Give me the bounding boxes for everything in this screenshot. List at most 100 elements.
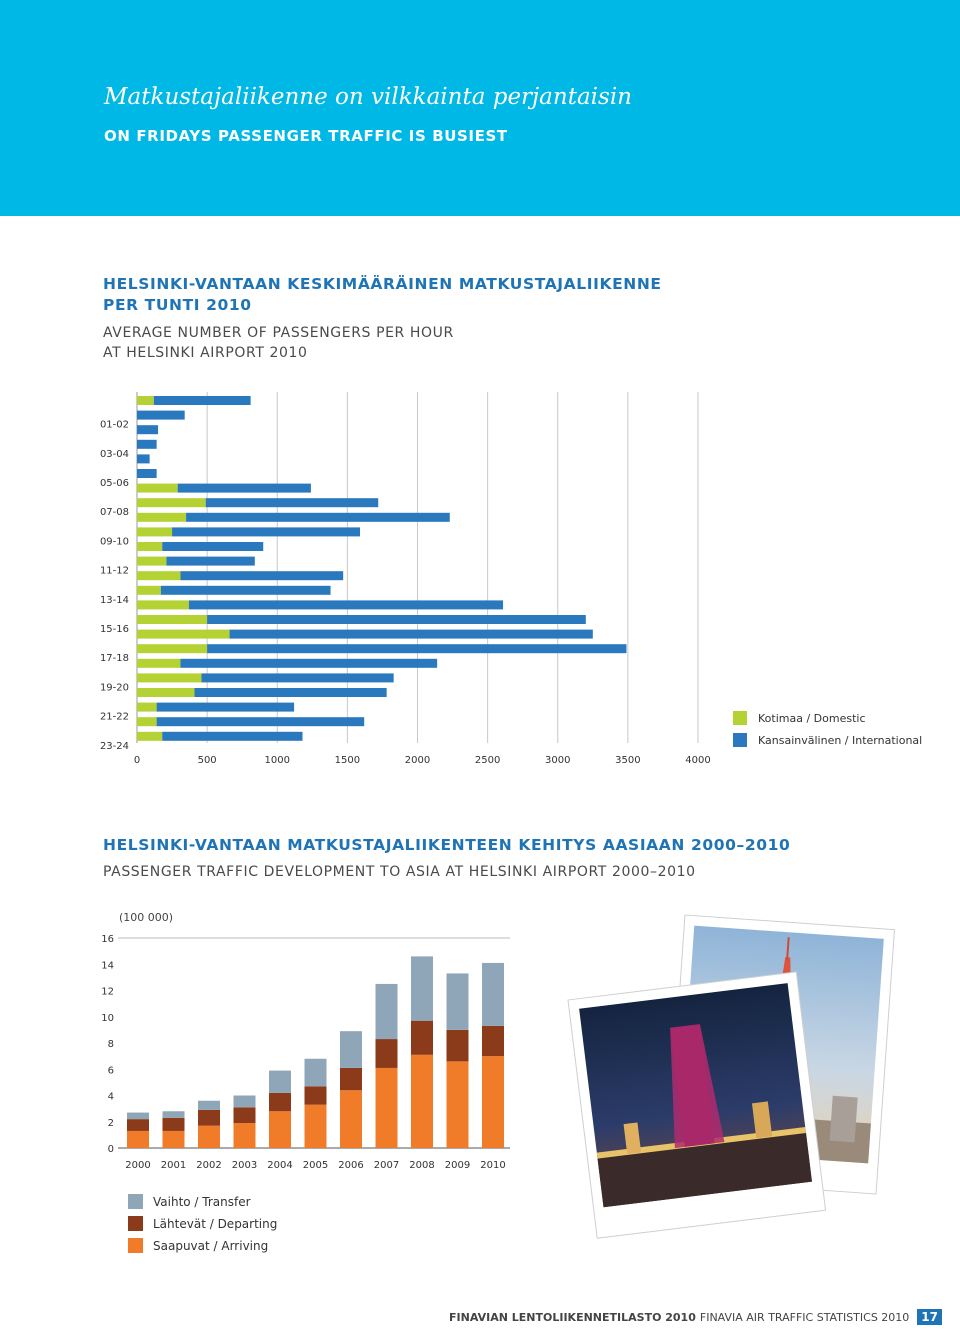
y-tick-label: 23-24 — [100, 741, 129, 752]
y-tick-label: 6 — [108, 1065, 114, 1076]
bar-10-11-kansainvälinen — [162, 542, 264, 551]
bar-2001-lähtevät — [162, 1117, 185, 1131]
bar-2002-saapuvat — [198, 1125, 220, 1148]
bar-2001-vaihto — [162, 1111, 185, 1118]
bar-12-13-kotimaa — [137, 571, 181, 581]
y-tick-label: 0 — [108, 1144, 114, 1155]
bar-23-24-kansainvälinen — [162, 731, 303, 741]
y-tick-label: 13-14 — [100, 595, 129, 606]
bar-19-20-kotimaa — [137, 673, 202, 683]
bar-07-08-kansainvälinen — [205, 498, 379, 508]
x-tick-label: 1500 — [335, 755, 360, 766]
bar-09-10-kansainvälinen — [172, 527, 360, 537]
bar-2007-vaihto — [375, 983, 398, 1040]
bar-03-04-kansainvälinen — [137, 439, 157, 449]
bar-00-01-kansainvälinen — [153, 396, 251, 405]
y-tick-label: 8 — [108, 1039, 114, 1050]
bar-2000-lähtevät — [127, 1119, 149, 1131]
bar-2007-saapuvat — [375, 1067, 398, 1148]
bar-2000-vaihto — [127, 1112, 149, 1120]
legend-label: Kotimaa / Domestic — [758, 712, 866, 725]
bar-2002-vaihto — [198, 1100, 220, 1110]
bar-2002-lähtevät — [198, 1109, 220, 1126]
bar-16-17-kansainvälinen — [229, 629, 593, 639]
unit-label: (100 000) — [119, 911, 173, 924]
x-tick-label: 2009 — [445, 1160, 470, 1171]
x-tick-label: 4000 — [685, 755, 710, 766]
chart1-title-fi-line2: PER TUNTI 2010 — [103, 296, 252, 314]
chart1-title-en-line1: AVERAGE NUMBER OF PASSENGERS PER HOUR — [103, 325, 454, 341]
bar-2008-saapuvat — [411, 1054, 433, 1148]
y-tick-label: 10 — [101, 1013, 114, 1024]
bar-2006-vaihto — [340, 1031, 362, 1068]
bar-2008-lähtevät — [411, 1020, 433, 1055]
bar-17-18-kansainvälinen — [207, 644, 627, 654]
legend-swatch — [128, 1238, 143, 1253]
legend-swatch — [733, 711, 747, 725]
legend-label: Kansainvälinen / International — [758, 734, 922, 747]
y-tick-label: 07-08 — [100, 507, 129, 518]
bar-06-07-kotimaa — [137, 483, 178, 493]
page-title: Matkustajaliikenne on vilkkainta perjant… — [104, 84, 632, 110]
bar-2004-vaihto — [269, 1070, 291, 1093]
bar-20-21-kotimaa — [137, 688, 195, 697]
bar-2004-saapuvat — [269, 1111, 291, 1148]
night-city-photo — [567, 971, 827, 1239]
y-tick-label: 4 — [108, 1092, 114, 1103]
bar-06-07-kansainvälinen — [177, 483, 311, 493]
bar-09-10-kotimaa — [137, 527, 173, 537]
bar-15-16-kansainvälinen — [207, 615, 586, 624]
bar-2003-vaihto — [233, 1095, 256, 1108]
bar-00-01-kotimaa — [137, 396, 154, 405]
legend-label: Lähtevät / Departing — [153, 1217, 277, 1231]
bar-2010-lähtevät — [482, 1025, 504, 1057]
bar-04-05-kansainvälinen — [137, 454, 150, 464]
x-tick-label: 1000 — [265, 755, 290, 766]
bar-10-11-kotimaa — [137, 542, 163, 551]
header-banner: Matkustajaliikenne on vilkkainta perjant… — [0, 0, 960, 216]
bar-21-22-kansainvälinen — [156, 702, 295, 712]
bar-2004-lähtevät — [269, 1092, 291, 1112]
y-tick-label: 12 — [101, 987, 114, 998]
bar-02-03-kansainvälinen — [137, 425, 159, 435]
x-tick-label: 2500 — [475, 755, 500, 766]
bar-21-22-kotimaa — [137, 702, 157, 712]
x-tick-label: 2008 — [409, 1160, 434, 1171]
bar-11-12-kotimaa — [137, 556, 167, 566]
x-tick-label: 2007 — [374, 1160, 399, 1171]
x-tick-label: 2010 — [480, 1160, 505, 1171]
bar-17-18-kotimaa — [137, 644, 208, 654]
bar-14-15-kotimaa — [137, 600, 189, 610]
y-tick-label: 15-16 — [100, 624, 129, 635]
x-tick-label: 500 — [198, 755, 217, 766]
legend-label: Saapuvat / Arriving — [153, 1239, 268, 1253]
x-tick-label: 2005 — [303, 1160, 328, 1171]
x-tick-label: 2003 — [232, 1160, 257, 1171]
hourly-passengers-chart: 0 500 1000 1500 2000 2500 3000 3500 4000 01-02 03-… — [100, 392, 922, 766]
bar-2001-saapuvat — [162, 1130, 185, 1148]
bar-13-14-kansainvälinen — [160, 585, 331, 595]
y-tick-label: 01-02 — [100, 420, 129, 431]
page-footer: FINAVIAN LENTOLIIKENNETILASTO 2010 FINAV… — [449, 1309, 942, 1325]
x-tick-label: 0 — [134, 755, 140, 766]
x-tick-label: 2006 — [338, 1160, 363, 1171]
x-tick-label: 2001 — [161, 1160, 186, 1171]
bar-22-23-kotimaa — [137, 717, 157, 727]
x-tick-label: 2004 — [267, 1160, 292, 1171]
y-tick-label: 19-20 — [100, 682, 129, 693]
bar-01-02-kansainvälinen — [137, 410, 185, 420]
bar-20-21-kansainvälinen — [194, 688, 387, 697]
y-tick-label: 17-18 — [100, 653, 129, 664]
x-tick-label: 2000 — [125, 1160, 150, 1171]
bar-2010-vaihto — [482, 962, 504, 1026]
bar-2003-saapuvat — [233, 1123, 256, 1148]
bar-2009-saapuvat — [446, 1061, 469, 1148]
bar-05-06-kansainvälinen — [137, 469, 157, 478]
chart2-title-fi: HELSINKI-VANTAAN MATKUSTAJALIIKENTEEN KE… — [103, 836, 791, 854]
bar-08-09-kotimaa — [137, 512, 187, 522]
bar-07-08-kotimaa — [137, 498, 206, 508]
bar-2005-lähtevät — [304, 1086, 327, 1105]
bar-2009-vaihto — [446, 973, 469, 1030]
bar-18-19-kotimaa — [137, 658, 181, 668]
asia-traffic-chart: (100 000) 0 2 4 6 8 10 12 14 16 2000 2001 2002 2003 20… — [101, 911, 510, 1253]
